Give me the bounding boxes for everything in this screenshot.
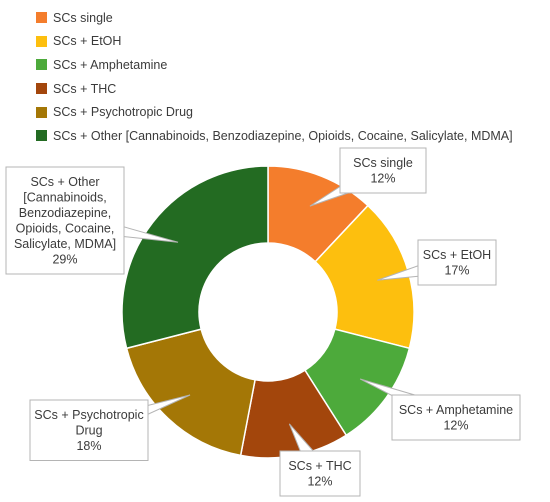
legend-item: SCs single: [36, 6, 513, 30]
legend-item: SCs + Psychotropic Drug: [36, 100, 513, 124]
data-label: 17%: [444, 264, 469, 278]
data-label: 12%: [307, 475, 332, 489]
legend-label: SCs + Amphetamine: [53, 57, 168, 72]
data-label: 18%: [76, 439, 101, 453]
legend-label: SCs + Psychotropic Drug: [53, 105, 193, 120]
legend-swatch: [36, 59, 47, 71]
legend-label: SCs single: [53, 10, 113, 25]
data-label-fill: [393, 396, 519, 439]
data-label: SCs + Psychotropic: [34, 408, 143, 422]
legend-swatch: [36, 35, 47, 47]
data-label: SCs + THC: [288, 459, 351, 473]
legend-swatch: [36, 106, 47, 118]
legend-swatch: [36, 130, 47, 142]
legend-item: SCs + Amphetamine: [36, 53, 513, 77]
legend-label: SCs + EtOH: [53, 34, 122, 49]
data-label: Salicylate, MDMA]: [14, 237, 116, 251]
data-label: Drug: [75, 424, 102, 438]
data-label-fill: [7, 168, 123, 273]
data-label: 12%: [370, 172, 395, 186]
legend-item: SCs + THC: [36, 77, 513, 101]
chart-legend: SCs single SCs + EtOH SCs + Amphetamine SCs…: [36, 6, 513, 148]
data-label: SCs single: [353, 156, 413, 170]
doughnut-slice: [125, 328, 256, 457]
data-label: Benzodiazepine,: [19, 206, 111, 220]
data-label: 29%: [52, 253, 77, 267]
data-label-fill: [341, 149, 425, 192]
data-label: SCs + Amphetamine: [399, 403, 513, 417]
data-label: SCs + Other: [30, 175, 99, 189]
data-label: 12%: [443, 419, 468, 433]
doughnut-slice: [314, 204, 415, 350]
doughnut-slice: [121, 165, 269, 350]
data-label: [Cannabinoids,: [23, 191, 106, 205]
data-label-fill: [281, 452, 359, 495]
legend-item: SCs + Other [Cannabinoids, Benzodiazepin…: [36, 124, 513, 148]
data-label-fill: [419, 241, 495, 284]
legend-item: SCs + EtOH: [36, 30, 513, 54]
data-label: SCs + EtOH: [423, 248, 491, 262]
legend-label: SCs + Other [Cannabinoids, Benzodiazepin…: [53, 128, 513, 143]
legend-label: SCs + THC: [53, 81, 117, 96]
legend-swatch: [36, 12, 47, 24]
legend-swatch: [36, 83, 47, 95]
data-label-fill: [31, 401, 147, 460]
data-label: Opioids, Cocaine,: [16, 222, 115, 236]
